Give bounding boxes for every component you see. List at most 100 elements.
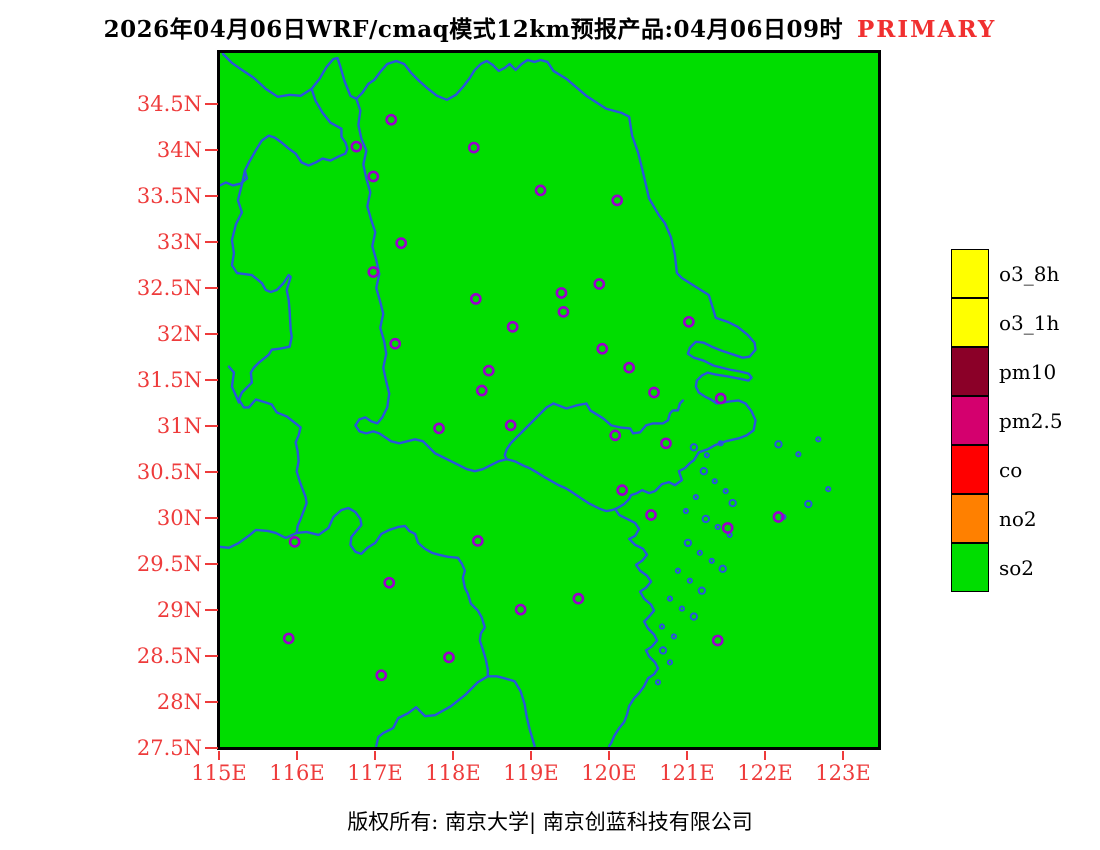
station-marker — [616, 484, 629, 496]
x-tick-label: 115E — [191, 761, 247, 785]
station-marker — [383, 576, 396, 589]
station-marker — [375, 669, 388, 682]
island-outline — [689, 443, 699, 452]
y-tick-label: 28.5N — [136, 644, 202, 668]
station-marker — [660, 437, 672, 450]
island-outline — [711, 478, 718, 485]
station-marker — [609, 429, 622, 442]
island-outline — [701, 514, 710, 524]
island-outline — [699, 467, 708, 476]
legend-swatch-o3_1h — [951, 298, 989, 347]
province-boundary — [354, 97, 555, 473]
station-marker — [572, 592, 585, 605]
x-tick-mark — [530, 751, 532, 760]
legend-swatch-o3_8h — [951, 249, 989, 298]
province-boundary — [486, 675, 536, 747]
x-tick-label: 121E — [659, 761, 715, 785]
station-marker — [557, 306, 570, 318]
island-outline — [703, 452, 710, 459]
legend-label-pm10: pm10 — [999, 359, 1057, 384]
legend-label-no2: no2 — [999, 506, 1037, 531]
y-tick-mark — [205, 241, 218, 243]
station-marker — [534, 184, 547, 197]
legend-swatch-co — [951, 445, 989, 494]
legend-swatch-no2 — [951, 494, 989, 543]
province-boundary — [220, 506, 489, 678]
station-marker — [506, 320, 519, 333]
station-marker — [623, 361, 636, 374]
x-tick-mark — [452, 751, 454, 760]
x-tick-label: 118E — [425, 761, 481, 785]
station-marker — [395, 237, 408, 250]
station-marker — [433, 422, 445, 435]
y-tick-label: 29.5N — [136, 552, 202, 576]
station-marker — [714, 392, 727, 405]
x-tick-mark — [608, 751, 610, 760]
island-outline — [717, 440, 724, 447]
station-marker — [593, 278, 606, 290]
province-boundary — [375, 675, 489, 747]
legend-label-pm2.5: pm2.5 — [999, 408, 1063, 433]
legend-label-o3_1h: o3_1h — [999, 310, 1060, 335]
plot-title-main: 2026年04月06日WRF/cmaq模式12km预报产品:04月06日09时 — [103, 16, 843, 43]
x-tick-label: 119E — [503, 761, 559, 785]
y-tick-mark — [205, 195, 218, 197]
station-marker — [611, 194, 624, 207]
legend-swatch-pm10 — [951, 347, 989, 396]
station-marker — [469, 293, 482, 305]
x-tick-mark — [296, 751, 298, 760]
legend-swatch-so2 — [951, 543, 989, 592]
station-marker — [385, 113, 398, 126]
island-outline — [682, 507, 689, 515]
x-tick-label: 117E — [347, 761, 403, 785]
island-outline — [728, 498, 737, 508]
station-marker — [596, 342, 609, 355]
station-marker — [514, 603, 527, 616]
island-outline — [708, 557, 715, 564]
y-tick-label: 29N — [156, 598, 202, 622]
island-outline — [683, 538, 693, 548]
y-tick-label: 33.5N — [136, 184, 202, 208]
island-outline — [678, 605, 685, 612]
island-outline — [666, 595, 674, 602]
plot-title-tag: PRIMARY — [857, 16, 997, 43]
station-marker — [471, 535, 484, 547]
y-tick-label: 30.5N — [136, 460, 202, 484]
island-outline — [795, 451, 802, 458]
station-marker — [482, 364, 495, 377]
y-tick-mark — [205, 655, 218, 657]
y-tick-label: 28N — [156, 690, 202, 714]
x-tick-mark — [686, 751, 688, 760]
station-marker — [288, 536, 301, 548]
y-tick-mark — [205, 747, 218, 749]
island-outline — [692, 493, 699, 501]
y-tick-mark — [205, 425, 218, 427]
y-tick-label: 27.5N — [136, 736, 202, 760]
forecast-map — [220, 53, 832, 747]
y-tick-mark — [205, 103, 218, 105]
y-tick-mark — [205, 149, 218, 151]
x-tick-mark — [218, 751, 220, 760]
y-tick-mark — [205, 333, 218, 335]
y-tick-mark — [205, 287, 218, 289]
legend-label-co: co — [999, 457, 1023, 482]
island-outline — [686, 577, 693, 584]
province-boundary — [552, 399, 685, 435]
plot-title: 2026年04月06日WRF/cmaq模式12km预报产品:04月06日09时 P… — [0, 10, 1100, 44]
station-marker — [350, 140, 363, 153]
station-marker — [772, 511, 785, 523]
x-tick-label: 122E — [737, 761, 793, 785]
island-outline — [666, 659, 674, 666]
legend-label-o3_8h: o3_8h — [999, 261, 1060, 286]
station-marker — [467, 141, 480, 154]
legend-label-so2: so2 — [999, 555, 1035, 580]
x-tick-label: 120E — [581, 761, 637, 785]
island-outline — [804, 499, 813, 509]
province-boundary — [505, 458, 617, 513]
y-tick-label: 34N — [156, 138, 202, 162]
station-marker — [282, 632, 295, 645]
island-outline — [774, 440, 783, 449]
x-tick-label: 116E — [269, 761, 325, 785]
station-marker — [711, 634, 724, 647]
station-marker — [367, 170, 380, 183]
